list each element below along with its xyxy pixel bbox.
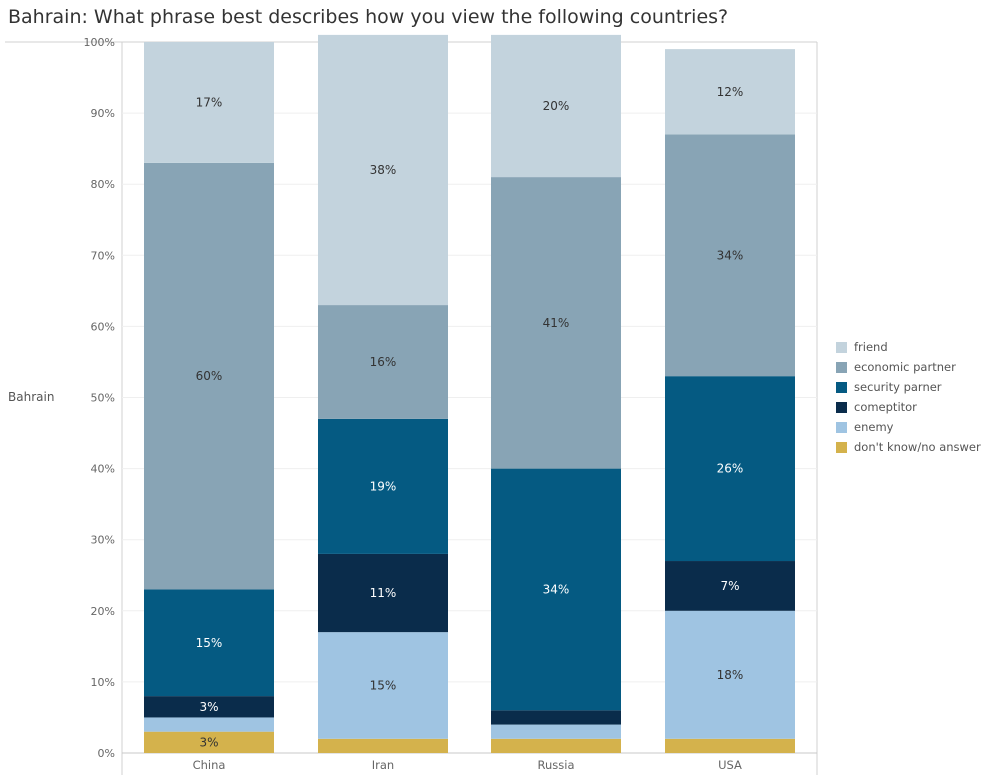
bar-segment xyxy=(665,49,795,135)
bar-segment xyxy=(491,468,621,711)
y-tick-label: 20% xyxy=(91,605,115,618)
bar-segment xyxy=(665,561,795,611)
bar-segment xyxy=(491,724,621,739)
bar-segment xyxy=(491,177,621,469)
bar-segment xyxy=(491,710,621,725)
bar-segment xyxy=(665,610,795,739)
data-label: 34% xyxy=(717,248,744,262)
y-tick-label: 80% xyxy=(91,178,115,191)
bar-segment xyxy=(144,731,274,753)
legend-label: friend xyxy=(854,340,888,354)
bar-segment xyxy=(318,553,448,633)
chart-legend: friend economic partner security parner com… xyxy=(836,337,981,457)
x-tick-label: USA xyxy=(718,758,742,772)
bar-segment xyxy=(318,418,448,554)
data-label: 7% xyxy=(720,579,739,593)
bar-segment xyxy=(144,717,274,732)
legend-label: security parner xyxy=(854,380,942,394)
x-tick-label: China xyxy=(193,758,226,772)
bar-segment xyxy=(491,738,621,753)
y-tick-label: 30% xyxy=(91,534,115,547)
data-label: 41% xyxy=(543,316,570,330)
data-label: 34% xyxy=(543,582,570,596)
bar-segment xyxy=(665,134,795,377)
legend-swatch xyxy=(836,421,847,433)
legend-label: don't know/no answer xyxy=(854,440,981,454)
y-tick-label: 40% xyxy=(91,463,115,476)
data-label: 17% xyxy=(196,95,223,109)
data-label: 60% xyxy=(196,369,223,383)
bar-segment xyxy=(318,34,448,306)
legend-swatch xyxy=(836,381,847,393)
legend-swatch xyxy=(836,361,847,373)
bar-segment xyxy=(144,589,274,697)
legend-swatch xyxy=(836,441,847,453)
y-tick-label: 60% xyxy=(91,320,115,333)
y-tick-label: 70% xyxy=(91,249,115,262)
bar-segment xyxy=(318,632,448,739)
legend-label: enemy xyxy=(854,420,894,434)
legend-item: comeptitor xyxy=(836,397,981,417)
y-tick-label: 100% xyxy=(84,36,115,49)
data-label: 38% xyxy=(370,163,397,177)
bar-segment xyxy=(318,305,448,419)
data-label: 20% xyxy=(543,99,570,113)
x-tick-label: Russia xyxy=(538,758,575,772)
bar-segment xyxy=(144,42,274,163)
legend-item: enemy xyxy=(836,417,981,437)
data-label: 16% xyxy=(370,355,397,369)
bar-segment xyxy=(144,696,274,718)
data-label: 26% xyxy=(717,462,744,476)
data-label: 15% xyxy=(370,678,397,692)
bar-segment xyxy=(318,738,448,753)
chart-title: Bahrain: What phrase best describes how … xyxy=(8,6,729,28)
bar-segment xyxy=(665,738,795,753)
bar-segment xyxy=(144,162,274,590)
bar-segment xyxy=(665,376,795,562)
legend-swatch xyxy=(836,341,847,353)
y-tick-label: 10% xyxy=(91,676,115,689)
y-tick-label: 90% xyxy=(91,107,115,120)
bar-segment xyxy=(491,34,621,178)
legend-label: comeptitor xyxy=(854,400,917,414)
legend-item: don't know/no answer xyxy=(836,437,981,457)
data-label: 19% xyxy=(370,479,397,493)
legend-item: economic partner xyxy=(836,357,981,377)
row-label: Bahrain xyxy=(8,390,55,404)
data-label: 12% xyxy=(717,85,744,99)
legend-item: friend xyxy=(836,337,981,357)
data-label: 18% xyxy=(717,668,744,682)
data-label: 3% xyxy=(199,700,218,714)
data-label: 3% xyxy=(199,735,218,749)
legend-swatch xyxy=(836,401,847,413)
data-label: 11% xyxy=(370,586,397,600)
x-tick-label: Iran xyxy=(372,758,394,772)
y-tick-label: 0% xyxy=(98,747,115,760)
legend-item: security parner xyxy=(836,377,981,397)
y-tick-label: 50% xyxy=(91,392,115,405)
legend-label: economic partner xyxy=(854,360,956,374)
data-label: 15% xyxy=(196,636,223,650)
